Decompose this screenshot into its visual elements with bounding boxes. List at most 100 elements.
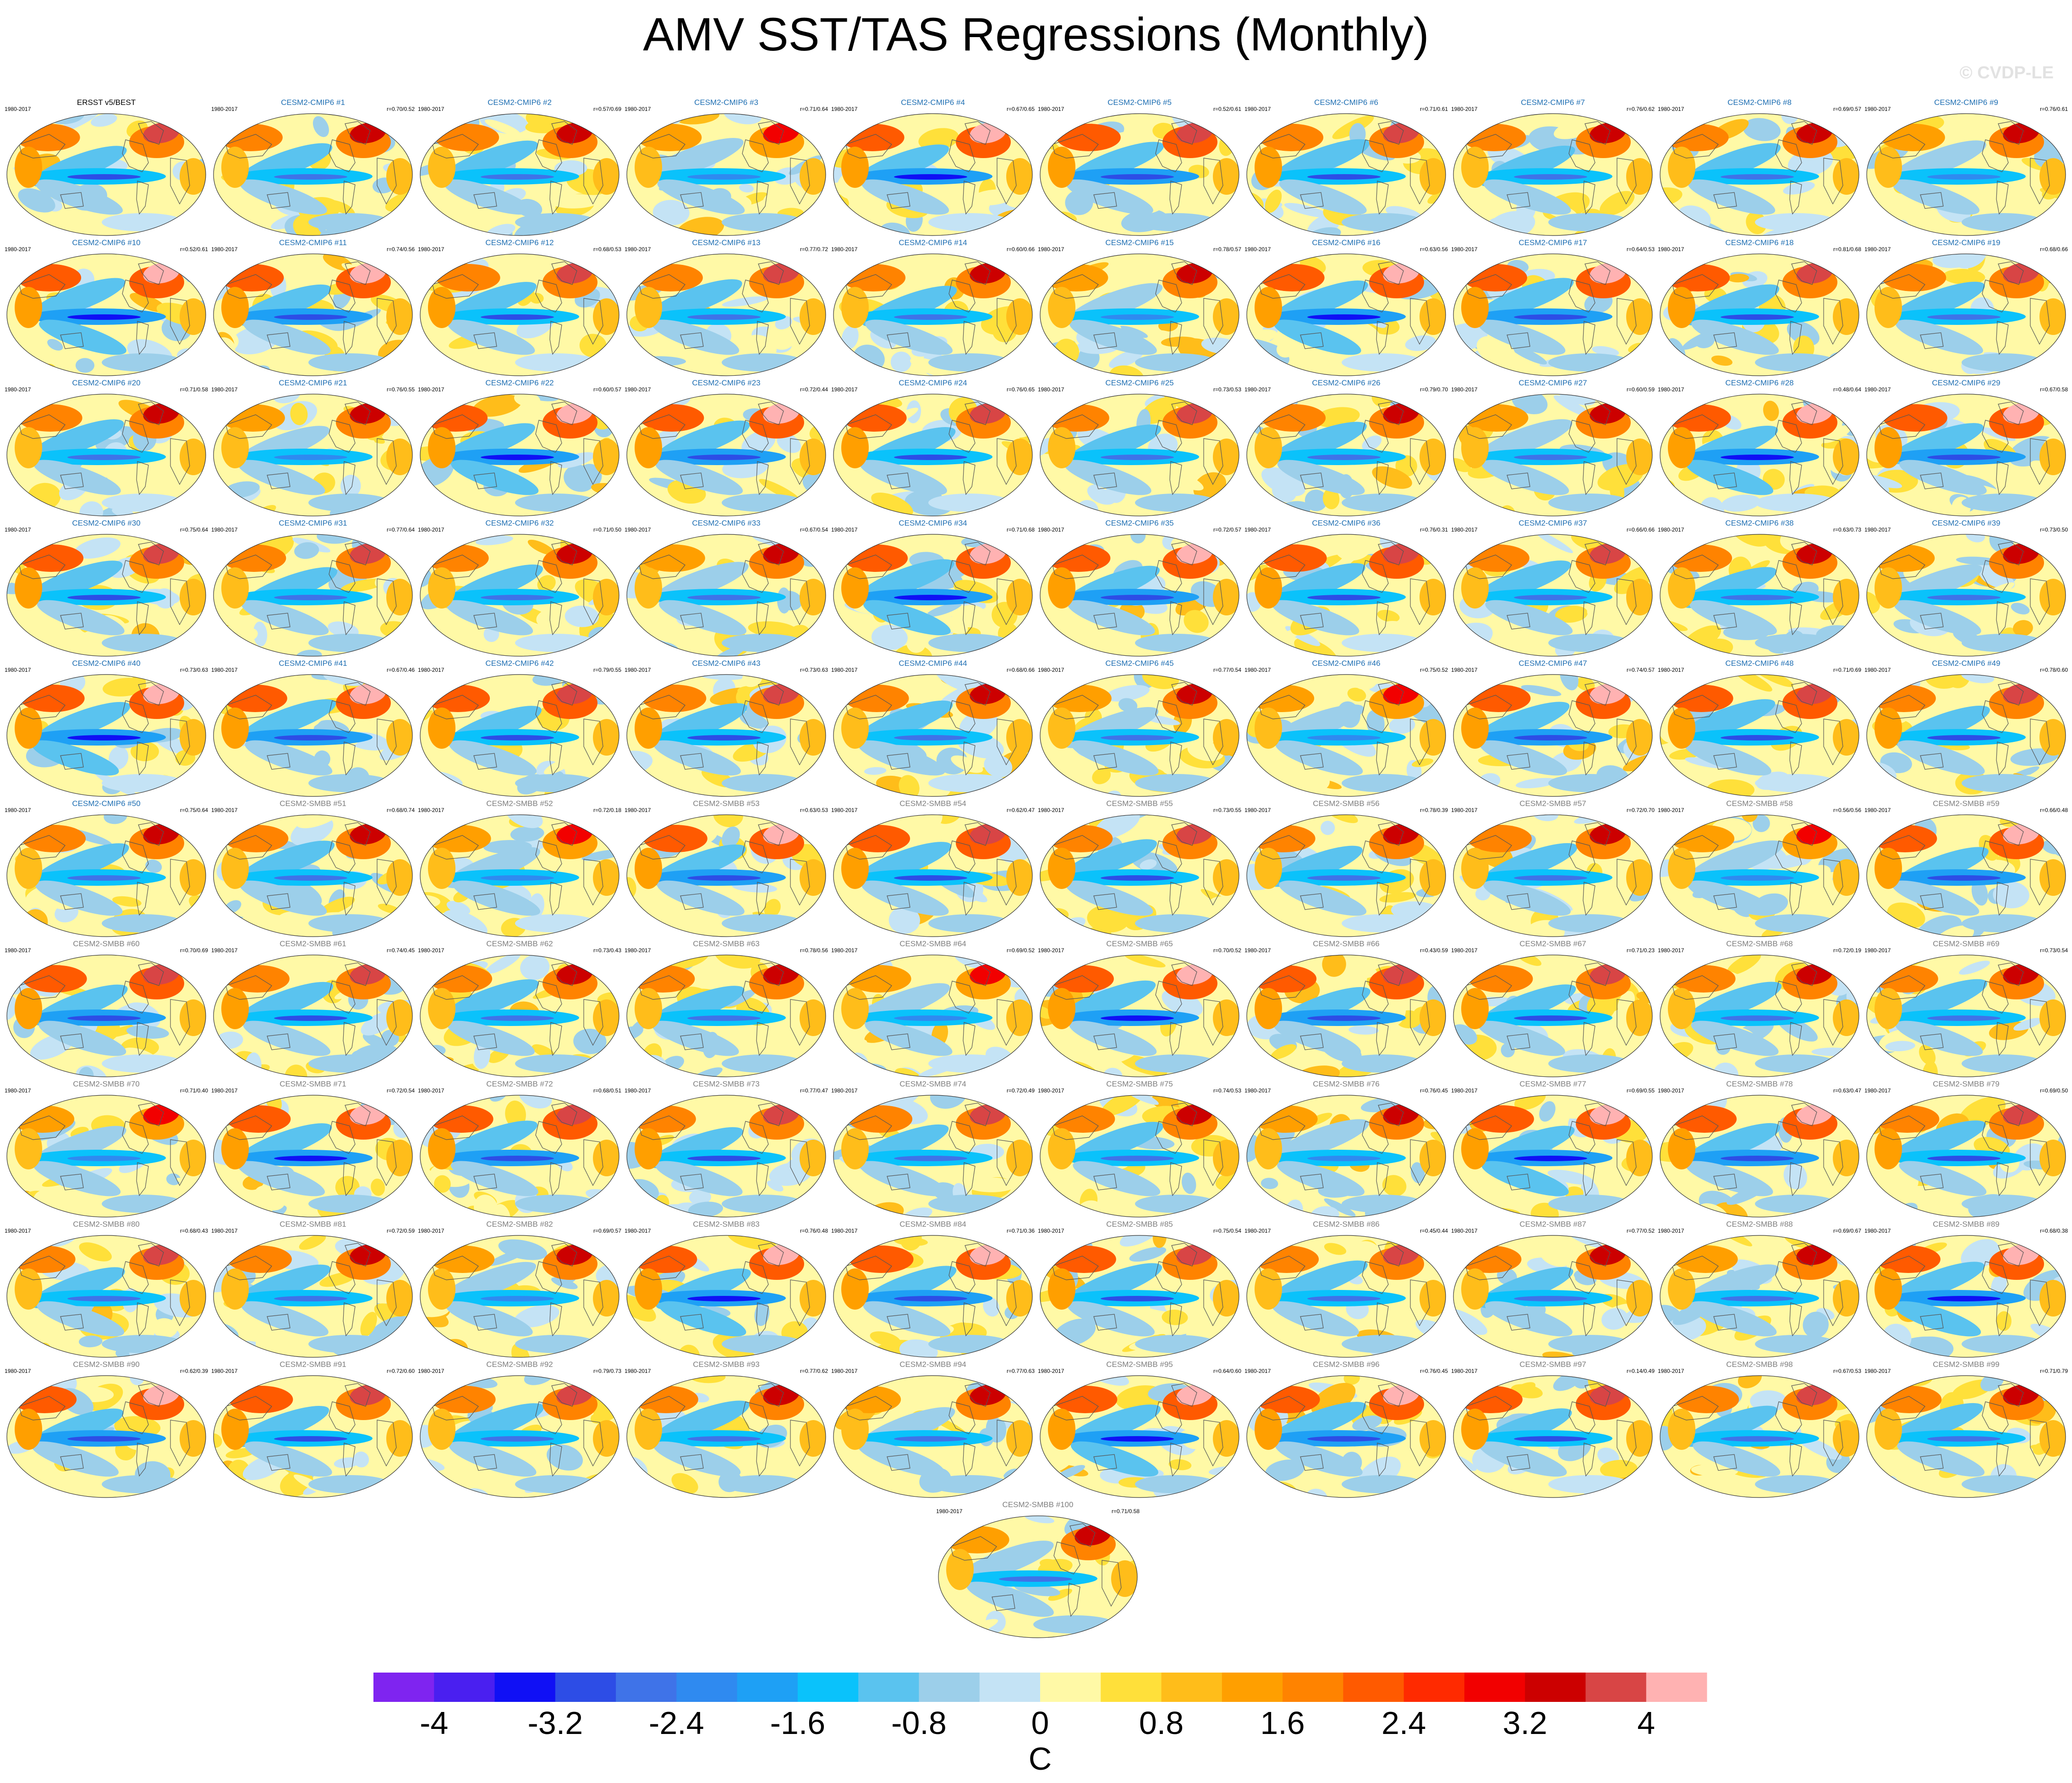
regression-map — [1246, 955, 1446, 1077]
coastline — [1171, 822, 1197, 846]
map-border — [1453, 814, 1653, 937]
map-anomaly — [1135, 774, 1217, 792]
regression-map — [213, 814, 413, 937]
panel-correlation: r=0.68/0.66 — [2039, 246, 2068, 252]
coastline — [1583, 461, 1595, 495]
panel-period: 1980-2017 — [418, 527, 444, 533]
coastline — [170, 158, 190, 205]
panel-period: 1980-2017 — [1244, 106, 1271, 112]
map-anomaly — [1255, 427, 1282, 468]
map-anomaly — [906, 632, 926, 653]
map-anomaly — [777, 433, 801, 453]
coastline — [1300, 893, 1324, 910]
regression-map — [420, 955, 619, 1077]
map-anomaly — [1666, 264, 1730, 291]
coastline — [1300, 192, 1324, 209]
coastline — [2030, 999, 2050, 1046]
regression-map — [1866, 534, 2066, 657]
map-anomaly — [221, 1128, 249, 1169]
map-anomaly — [1273, 1020, 1361, 1056]
map-anomaly — [1453, 323, 1488, 351]
map-border — [1246, 253, 1446, 376]
panel-title: CESM2-SMBB #56 — [1313, 799, 1380, 808]
panel-title: CESM2-CMIP6 #45 — [1105, 659, 1174, 668]
map-anomaly — [453, 880, 540, 916]
regression-map — [1866, 814, 2066, 937]
coastline — [1982, 139, 2009, 172]
map-panel: CESM2-SMBB #72 1980-2017 r=0.68/0.51 — [416, 1080, 623, 1220]
map-anomaly — [1224, 1200, 1239, 1214]
map-anomaly — [1764, 195, 1807, 213]
map-anomaly — [341, 578, 386, 593]
map-anomaly — [47, 339, 63, 351]
map-anomaly — [657, 880, 745, 916]
map-anomaly — [742, 675, 762, 687]
map-anomaly — [894, 735, 967, 741]
coastline — [1259, 695, 1305, 719]
regression-map — [1246, 814, 1446, 937]
map-anomaly — [841, 427, 869, 468]
panel-period: 1980-2017 — [418, 106, 444, 112]
map-anomaly — [1307, 1436, 1381, 1442]
watermark: © CVDP-LE — [1959, 63, 2054, 82]
coastline — [790, 1139, 810, 1186]
map-anomaly — [67, 1436, 141, 1442]
map-anomaly — [467, 346, 495, 371]
map-anomaly — [635, 988, 662, 1029]
coastline — [1259, 554, 1305, 579]
map-anomaly — [1461, 287, 1489, 328]
coastline — [583, 298, 603, 345]
coastline — [473, 613, 497, 630]
panel-title: CESM2-CMIP6 #15 — [1105, 238, 1174, 247]
map-panel: CESM2-CMIP6 #21 1980-2017 r=0.76/0.55 — [209, 379, 417, 519]
map-border — [213, 394, 413, 516]
map-anomaly — [687, 314, 761, 320]
map-anomaly — [444, 979, 539, 1020]
map-anomaly — [428, 965, 493, 993]
map-anomaly — [1342, 1195, 1424, 1213]
map-anomaly — [428, 1128, 455, 1169]
map-panel: CESM2-SMBB #64 1980-2017 r=0.69/0.52 — [829, 939, 1036, 1080]
coastline — [1410, 719, 1430, 766]
map-anomaly — [1048, 287, 1075, 328]
coastline — [1823, 719, 1843, 766]
map-anomaly — [537, 575, 556, 592]
map-anomaly — [79, 501, 104, 516]
map-anomaly — [428, 708, 455, 749]
map-anomaly — [894, 1296, 967, 1301]
map-anomaly — [1040, 1376, 1066, 1393]
map-anomaly — [472, 395, 522, 417]
panel-correlation: r=0.66/0.48 — [2039, 807, 2068, 813]
coastline — [1155, 280, 1182, 313]
map-anomaly — [1514, 174, 1587, 180]
map-anomaly — [550, 194, 600, 208]
map-anomaly — [2044, 493, 2061, 512]
panel-title: CESM2-SMBB #87 — [1519, 1220, 1586, 1229]
map-anomaly — [481, 735, 554, 741]
map-anomaly — [647, 279, 742, 321]
map-anomaly — [764, 899, 781, 918]
map-anomaly — [652, 488, 695, 513]
panel-period: 1980-2017 — [1244, 1087, 1271, 1094]
map-anomaly — [1101, 455, 1174, 460]
coastline — [1203, 298, 1223, 345]
panel-period: 1980-2017 — [1038, 807, 1064, 813]
map-anomaly — [1040, 437, 1057, 461]
map-anomaly — [1478, 1020, 1565, 1056]
map-anomaly — [1258, 786, 1288, 796]
map-anomaly — [427, 619, 461, 627]
panel-period: 1980-2017 — [5, 1087, 31, 1094]
panel-correlation: r=0.71/0.69 — [1833, 667, 1861, 673]
map-anomaly — [221, 567, 249, 609]
regression-map — [1866, 253, 2066, 376]
map-anomaly — [1993, 881, 2029, 909]
map-anomaly — [1307, 875, 1381, 881]
coastline — [758, 682, 784, 706]
coastline — [1093, 1033, 1117, 1050]
map-anomaly — [239, 179, 327, 215]
coastline — [756, 181, 769, 215]
panel-period: 1980-2017 — [211, 386, 238, 393]
map-anomaly — [180, 859, 206, 896]
map-anomaly — [1514, 1436, 1587, 1442]
map-anomaly — [255, 1333, 280, 1353]
